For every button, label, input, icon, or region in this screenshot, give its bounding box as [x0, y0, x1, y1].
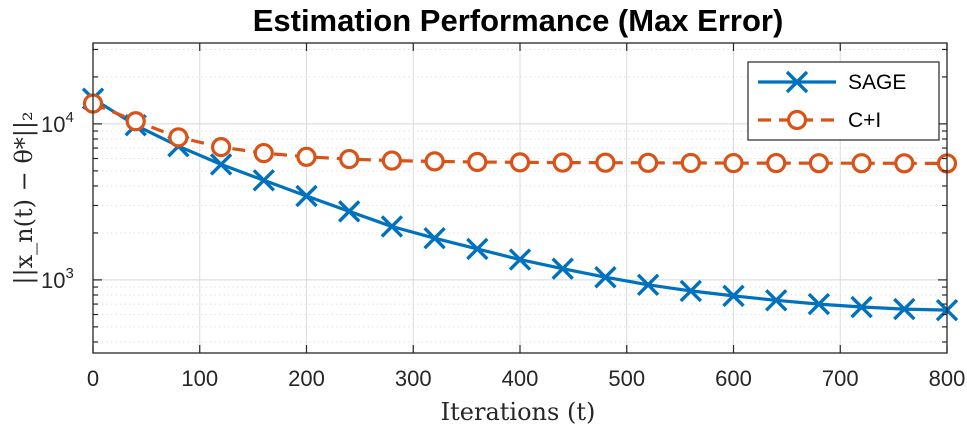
data-point-circle-marker: [339, 148, 360, 170]
data-point-circle-marker: [467, 151, 488, 173]
data-point-circle-marker: [168, 127, 189, 148]
legend-box: [747, 61, 940, 141]
x-tick-label: 100: [181, 366, 218, 391]
data-point-x-marker: [893, 297, 916, 321]
data-point-circle-marker: [595, 152, 616, 173]
y-axis-label: ||x_n(t) − θ*||₂: [10, 111, 39, 284]
data-point-x-marker: [423, 227, 446, 250]
x-tick-label: 600: [715, 366, 752, 391]
data-point-x-marker: [807, 292, 831, 316]
data-point-circle-marker: [125, 111, 146, 132]
data-point-circle-marker: [552, 152, 573, 173]
legend-x-marker: [785, 70, 809, 94]
data-point-x-marker: [466, 237, 489, 261]
chart-title: Estimation Performance (Max Error): [253, 3, 784, 38]
data-point-x-marker: [722, 284, 745, 308]
legend-item: SAGE: [758, 70, 906, 94]
data-point-x-marker: [764, 289, 788, 312]
data-point-circle-marker: [766, 152, 787, 174]
data-point-circle-marker: [637, 152, 659, 173]
data-point-circle-marker: [424, 151, 445, 172]
data-point-x-marker: [679, 279, 703, 303]
x-tick-label: 0: [87, 366, 99, 391]
tick-labels: 0 100 200 300 400 500 600 700 800 103 104: [41, 109, 965, 391]
data-point-x-marker: [551, 257, 574, 280]
data-point-x-marker: [209, 153, 233, 176]
axes: [92, 42, 948, 354]
y-tick-label: 104: [41, 109, 74, 137]
data-point-circle-marker: [723, 152, 744, 174]
series-line: [92, 102, 948, 165]
data-point-circle-marker: [253, 142, 274, 164]
x-tick-label: 700: [822, 366, 859, 391]
data-point-x-marker: [850, 295, 873, 319]
legend-label: C+I: [848, 109, 881, 132]
x-tick-label: 400: [502, 366, 539, 391]
legend-item: C+I: [758, 109, 881, 132]
x-axis-label: Iterations (t): [441, 398, 596, 426]
data-point-circle-marker: [381, 150, 402, 171]
data-point-circle-marker: [851, 153, 872, 174]
data-point-x-marker: [594, 266, 617, 289]
data-point-circle-marker: [808, 153, 830, 174]
x-tick-label: 800: [929, 366, 966, 391]
x-tick-label: 200: [288, 366, 325, 391]
data-point-circle-marker: [680, 152, 701, 174]
y-tick-label: 103: [41, 265, 74, 293]
data-point-circle-marker: [211, 136, 232, 158]
data-point-circle-marker: [296, 146, 317, 167]
x-tick-label: 500: [608, 366, 645, 391]
legend-label: SAGE: [848, 71, 906, 94]
data-point-circle-marker: [894, 153, 915, 174]
legend-circle-marker: [786, 109, 808, 131]
data-point-x-marker: [337, 200, 361, 223]
data-point-x-marker: [252, 169, 276, 192]
data-point-x-marker: [508, 248, 532, 271]
legend: SAGE C+I: [747, 61, 940, 141]
data-point-x-marker: [380, 215, 404, 238]
data-point-x-marker: [295, 184, 318, 208]
x-tick-label: 300: [395, 366, 432, 391]
data-point-x-marker: [636, 273, 660, 297]
data-point-circle-marker: [509, 152, 531, 173]
